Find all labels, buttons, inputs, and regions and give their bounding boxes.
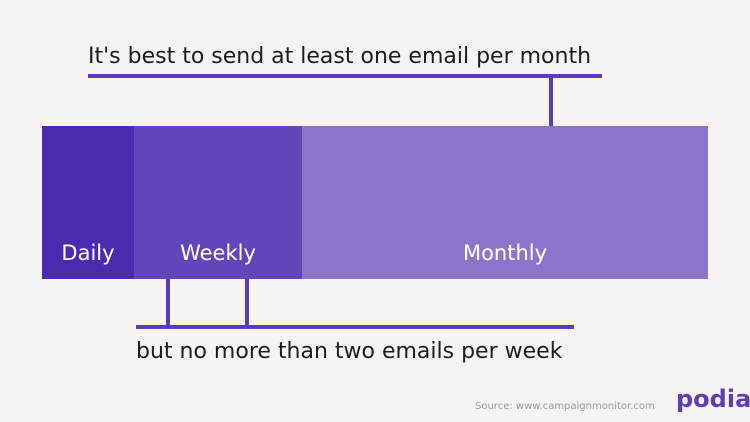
source: Source: www.campaignmonitor.com xyxy=(475,401,655,412)
segment-monthly xyxy=(302,126,708,279)
segment-label: Daily xyxy=(61,241,114,265)
segment-label: Monthly xyxy=(463,241,547,265)
segment-label: Weekly xyxy=(180,241,256,265)
segment-weekly xyxy=(134,126,302,279)
segment-daily xyxy=(42,126,134,279)
top-note: It's best to send at least one email per… xyxy=(88,44,591,69)
logo: podia xyxy=(676,385,750,413)
bottom-note: but no more than two emails per week xyxy=(136,339,563,364)
